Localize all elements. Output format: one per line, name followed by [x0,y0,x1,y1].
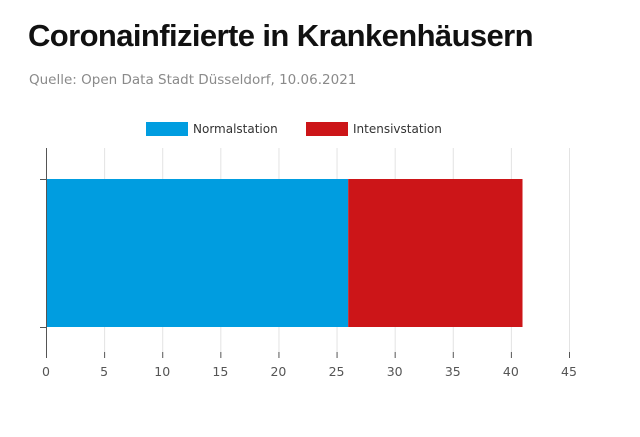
chart-title: Coronainfizierte in Krankenhäusern [28,18,534,53]
chart-source: Quelle: Open Data Stadt Düsseldorf, 10.0… [29,72,357,88]
legend-label-normalstation: Normalstation [193,122,278,136]
bar-normalstation [46,179,349,327]
x-axis: 0 5 10 15 20 25 30 35 40 45 [40,148,577,379]
x-tick-label-15: 15 [212,364,228,379]
chart-legend: Normalstation Intensivstation [0,121,640,137]
legend-item-normalstation[interactable]: Normalstation [146,121,278,137]
x-tick-label-10: 10 [154,364,170,379]
x-tick-label-45: 45 [561,364,577,379]
bar-intensivstation [348,179,523,327]
x-tick-label-25: 25 [329,364,345,379]
x-tick-label-40: 40 [503,364,519,379]
legend-item-intensivstation[interactable]: Intensivstation [306,121,442,137]
legend-label-intensivstation: Intensivstation [353,122,442,136]
x-tick-label-30: 30 [387,364,403,379]
legend-swatch-intensivstation [306,122,348,136]
bars [46,179,523,327]
legend-swatch-normalstation [146,122,188,136]
x-tick-label-5: 5 [100,364,108,379]
x-tick-label-0: 0 [42,364,50,379]
x-tick-label-35: 35 [445,364,461,379]
x-tick-label-20: 20 [270,364,286,379]
